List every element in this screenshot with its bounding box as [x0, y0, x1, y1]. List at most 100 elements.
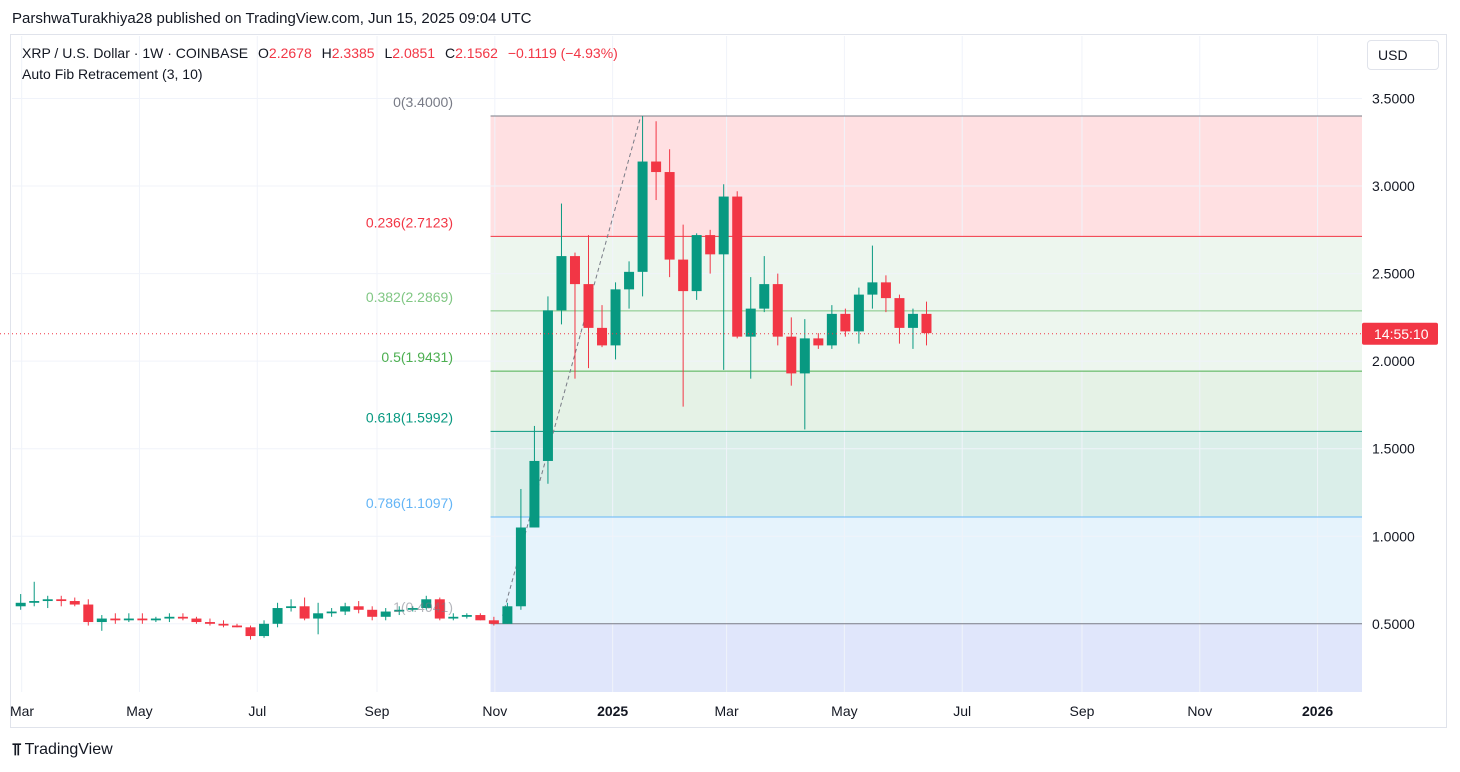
candle: [732, 191, 743, 339]
time-tick-label: Jul: [953, 703, 971, 719]
price-tick-label: 3.5000: [1372, 91, 1415, 107]
currency-button[interactable]: USD: [1367, 40, 1439, 70]
candle: [637, 116, 648, 297]
candle-body: [772, 284, 783, 337]
candle: [204, 618, 215, 626]
candle-body: [448, 616, 459, 619]
candle-body: [150, 618, 161, 621]
candle-body: [502, 606, 513, 624]
candle: [718, 184, 729, 370]
candle: [745, 277, 756, 379]
candle-body: [259, 623, 270, 637]
high-value: 2.3385: [331, 45, 375, 61]
candle-body: [569, 256, 580, 285]
candle: [177, 613, 188, 621]
fib-zone-0.618: [490, 431, 1362, 518]
candle-body: [745, 308, 756, 337]
candle: [69, 597, 80, 607]
countdown-text: 14:55:10: [1374, 326, 1429, 342]
indicator-label[interactable]: Auto Fib Retracement (3, 10): [22, 66, 203, 82]
candle-body: [110, 618, 121, 621]
fib-label-0: 0(3.4000): [393, 94, 453, 110]
chart-frame: [10, 34, 1447, 728]
fib-label-0.618: 0.618(1.5992): [366, 409, 453, 425]
candle-body: [488, 620, 499, 624]
candle: [664, 149, 675, 278]
last-price-marker: 14:55:10: [0, 322, 1438, 345]
open-label: O: [258, 45, 269, 61]
countdown-badge: [1362, 322, 1438, 345]
candle: [286, 599, 297, 612]
time-axis: Mar May Jul Sep Nov 2025 Mar May Jul Sep Nov 2026: [10, 703, 1333, 719]
candle: [488, 616, 499, 626]
candle: [326, 608, 337, 617]
candle: [610, 282, 621, 360]
candle: [421, 595, 432, 610]
candle-body: [691, 235, 702, 292]
candle-body: [42, 599, 53, 602]
time-tick-label: Nov: [1187, 703, 1212, 719]
candle-body: [624, 271, 635, 290]
candle-body: [637, 161, 648, 272]
candle-body: [177, 616, 188, 619]
candle: [651, 121, 662, 201]
candle: [569, 252, 580, 379]
candle: [434, 597, 445, 621]
symbol-title[interactable]: XRP / U.S. Dollar · 1W · COINBASE: [22, 45, 249, 61]
candle: [164, 613, 175, 623]
candle: [380, 608, 391, 621]
candle: [772, 273, 783, 346]
time-tick-label: Jul: [248, 703, 266, 719]
candle: [475, 613, 486, 621]
candle: [907, 308, 918, 349]
candle-body: [840, 313, 851, 332]
candle-body: [894, 298, 905, 328]
candle: [272, 602, 283, 628]
candle-body: [475, 615, 486, 621]
candle: [42, 595, 53, 609]
candle-body: [597, 327, 608, 346]
candle-body: [286, 606, 297, 609]
candle-body: [204, 622, 215, 624]
fib-label-0.236: 0.236(2.7123): [366, 214, 453, 230]
candle: [461, 613, 472, 619]
publish-caption: ParshwaTurakhiya28 published on TradingV…: [12, 10, 532, 27]
fib-level-labels: 1(0.4941) 0.786(1.1097) 0.618(1.5992) 0.5(1…: [366, 94, 453, 615]
candle-body: [705, 235, 716, 255]
candle-body: [272, 608, 283, 624]
price-tick-label: 2.0000: [1372, 353, 1415, 369]
candle: [15, 594, 26, 610]
time-tick-label: May: [831, 703, 857, 719]
candle-body: [678, 259, 689, 292]
candle: [367, 606, 378, 621]
candle: [394, 606, 405, 616]
fib-zone-extension: [490, 623, 1362, 692]
open-value: 2.2678: [268, 45, 312, 61]
candle-body: [394, 609, 405, 612]
fib-label-0.382: 0.382(2.2869): [366, 289, 453, 305]
candle-body: [96, 618, 107, 623]
candle: [29, 581, 40, 607]
candle-body: [353, 606, 364, 610]
price-tick-label: 1.5000: [1372, 441, 1415, 457]
candle-body: [137, 618, 148, 621]
candle: [880, 275, 891, 313]
candle: [786, 317, 797, 386]
candle: [340, 602, 351, 616]
candle-body: [515, 527, 526, 607]
candle: [407, 606, 418, 612]
tradingview-logo[interactable]: ⫪ TradingView: [12, 740, 113, 760]
time-tick-label: May: [126, 703, 152, 719]
symbol-legend[interactable]: XRP / U.S. Dollar · 1W · COINBASE O2.267…: [22, 45, 618, 61]
time-tick-label: Sep: [365, 703, 390, 719]
candle: [691, 233, 702, 300]
close-value: 2.1562: [455, 45, 498, 61]
candle-body: [880, 282, 891, 299]
price-tick-label: 1.0000: [1372, 528, 1415, 544]
candle: [191, 616, 202, 624]
candle-body: [813, 338, 824, 346]
candle-body: [826, 313, 837, 346]
candle: [515, 488, 526, 610]
candle-body: [29, 601, 40, 603]
